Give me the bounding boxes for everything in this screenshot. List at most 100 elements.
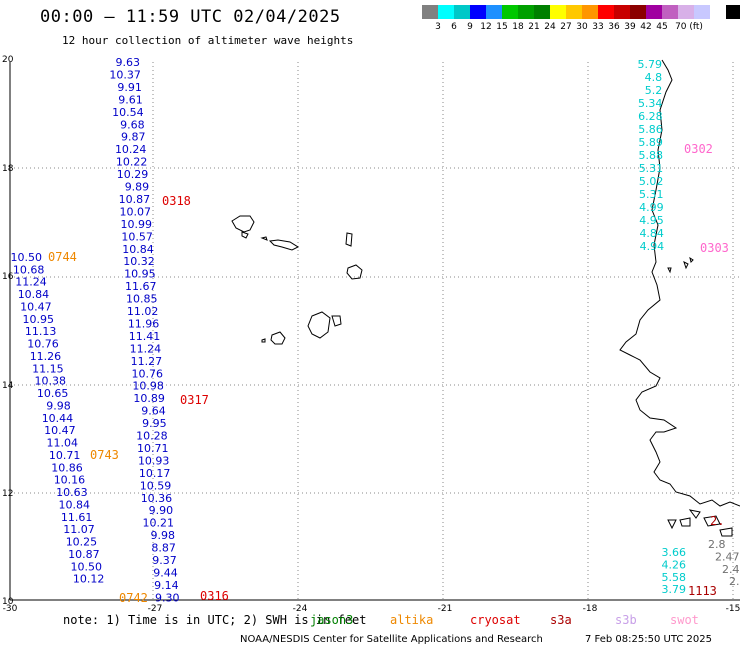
track-id-label: 2. [710,514,724,528]
swh-value: 10.85 [126,293,158,306]
track-id-label: 0744 [48,250,77,264]
colorbar-label: 15 [496,22,508,32]
island-brava [261,338,266,343]
swh-value: 10.47 [20,300,52,313]
swh-value: 10.98 [132,380,164,393]
swh-value: 10.95 [124,268,156,281]
y-tick-label: 10 [2,597,14,607]
swh-value: 11.27 [131,355,163,368]
colorbar-label: 45 [656,22,668,32]
swh-value: 4.94 [640,240,665,253]
colorbar-swatch [486,5,502,19]
colorbar-swatch [470,5,486,19]
island-sao-vicente [241,231,249,239]
swh-value: 9.44 [153,566,178,579]
colorbar-swatch [646,5,662,19]
swh-value: 10.29 [117,168,149,181]
swh-value: 3.66 [662,546,687,559]
swh-value: 10.24 [115,143,147,156]
cape-verde-islands [231,215,363,345]
swh-value: 10.89 [133,392,165,405]
swh-value: 5.02 [639,175,664,188]
colorbar-label: 12 [480,22,492,32]
swh-value: 8.87 [151,542,176,555]
colorbar-swatch [630,5,646,19]
african-coastline [619,59,740,507]
swh-value: 11.24 [130,342,162,355]
swh-value: 4.95 [639,214,664,227]
swh-value: 11.61 [61,511,93,524]
credit-line: NOAA/NESDIS Center for Satellite Applica… [240,634,543,645]
swh-value: 4.84 [639,227,664,240]
swh-value: 5.86 [638,123,663,136]
satellite-legend-s3b: s3b [615,613,637,627]
satellite-legend: jason3 altika cryosat s3a s3b swot [310,613,740,629]
y-tick-label: 16 [2,272,14,282]
island-sal [345,232,353,247]
swh-value: 9.90 [149,504,174,517]
colorbar-label: 30 [576,22,588,32]
track-value-labels: 9.6310.379.919.6110.549.689.8710.2410.22… [11,56,740,604]
island-sao-nicolau [268,239,300,251]
colorbar-label: 3 [435,22,441,32]
colorbar-label: 9 [467,22,473,32]
colorbar-swatch [662,5,678,19]
colorbar-swatch [678,5,694,19]
swh-value: 5.79 [638,58,663,71]
swh-value: 10.38 [35,375,67,388]
colorbar-swatch [582,5,598,19]
colorbar-swatch [566,5,582,19]
x-tick-label: -18 [583,604,598,614]
swh-value: 11.13 [25,325,57,338]
swh-value: 10.99 [120,218,152,231]
colorbar-label: 6 [451,22,457,32]
island-fogo [270,331,286,345]
island-small [683,261,689,270]
swh-value: 10.65 [37,387,69,400]
swh-value: 9.87 [121,131,146,144]
footer-note: note: 1) Time is in UTC; 2) SWH is in fe… [63,613,367,627]
swh-value: 9.89 [125,181,150,194]
swh-value: 10.50 [11,251,43,264]
island-boa-vista [346,264,363,280]
swh-value: 10.07 [120,205,152,218]
swh-value: 3.79 [662,583,687,596]
colorbar-swatch [598,5,614,19]
colorbar-swatch [438,5,454,19]
swh-value: 10.84 [59,498,91,511]
satellite-legend-jason3: jason3 [310,613,354,627]
swh-value: 6.28 [638,110,663,123]
swh-value: 10.59 [140,479,172,492]
swh-value: 11.24 [15,276,47,289]
colorbar-label: 33 [592,22,604,32]
swh-value: 10.37 [109,68,141,81]
swh-value: 10.76 [27,338,59,351]
swh-value: 5.31 [639,188,664,201]
swh-value: 5.2 [645,84,663,97]
swh-value: 9.98 [46,399,71,412]
swh-value: 10.71 [49,449,81,462]
swh-value: 11.02 [127,305,159,318]
swh-value: 9.68 [120,118,145,131]
island-santo-antao [231,215,255,233]
colorbar-label: 42 [640,22,652,32]
swh-value: 9.91 [117,81,142,94]
swh-value: 2.48 [722,563,740,576]
swh-value: 5.89 [638,136,663,149]
swh-value: 10.17 [139,467,171,480]
page-title: 00:00 – 11:59 UTC 02/04/2025 [40,7,341,27]
coastal-islands [667,256,733,537]
track-id-label: 0317 [180,393,209,407]
swh-value: 5.88 [639,149,664,162]
colorbar-labels: 3 6 9 12 15 18 21 24 27 30 33 36 39 42 45 70 (ft) [422,22,740,34]
map-grid [10,62,740,600]
swh-value: 10.93 [138,454,170,467]
swh-value: 11.04 [47,437,79,450]
swh-value: 2.8 [708,538,726,551]
swh-value: 11.67 [125,280,157,293]
swh-value: 10.87 [119,193,151,206]
y-tick-label: 14 [2,381,14,391]
wave-height-colorbar [422,5,740,19]
colorbar-label: 27 [560,22,572,32]
